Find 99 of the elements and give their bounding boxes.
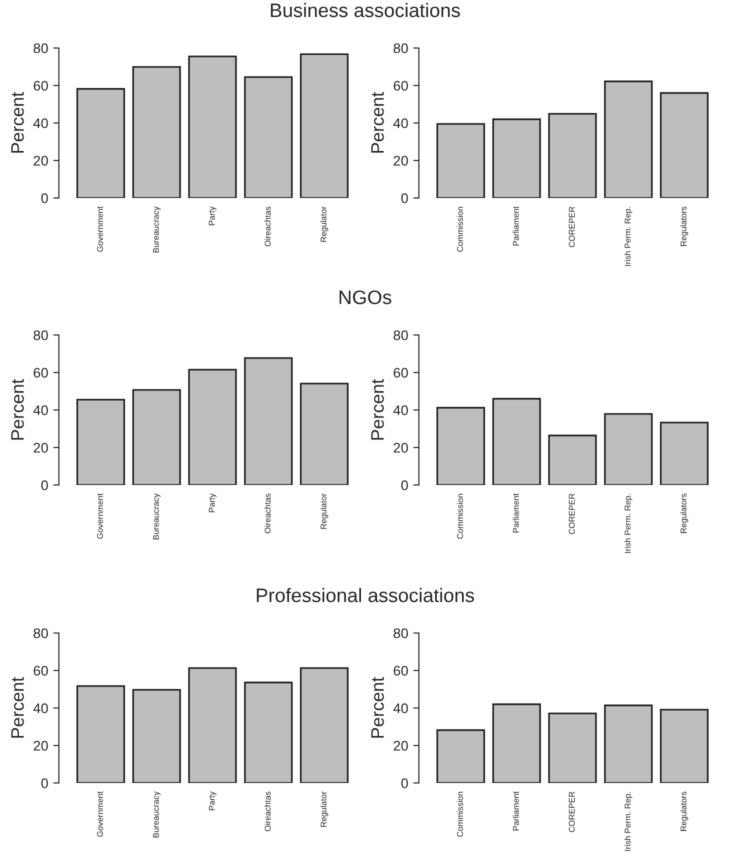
bar bbox=[548, 434, 597, 485]
x-tick-label: Party bbox=[208, 791, 216, 810]
y-tick-label: 40 bbox=[393, 703, 408, 714]
bar bbox=[492, 398, 541, 485]
x-tick-label: Regulators bbox=[680, 494, 688, 533]
bar bbox=[76, 88, 126, 198]
y-tick-label: 20 bbox=[34, 156, 48, 166]
y-tick-label: 20 bbox=[394, 740, 408, 751]
x-tick-label: Government bbox=[97, 493, 103, 539]
bar bbox=[76, 398, 126, 485]
bar bbox=[660, 708, 709, 783]
bar bbox=[660, 422, 709, 485]
bar bbox=[188, 56, 237, 198]
bar bbox=[436, 406, 486, 485]
y-tick-label: 40 bbox=[393, 118, 408, 128]
y-tick-label: 0 bbox=[401, 193, 408, 204]
bar bbox=[548, 112, 597, 198]
y-tick-label: 60 bbox=[394, 666, 408, 676]
bar bbox=[436, 729, 486, 783]
y-tick-label: 40 bbox=[33, 703, 48, 714]
y-tick-label: 0 bbox=[401, 480, 408, 490]
bar bbox=[188, 368, 237, 485]
x-tick-label: Oireachtas bbox=[264, 792, 271, 832]
x-tick-label: Bureaucracy bbox=[153, 206, 160, 252]
x-tick-label: Commission bbox=[456, 206, 463, 252]
bar bbox=[492, 703, 541, 783]
y-tick-label: 60 bbox=[34, 666, 48, 676]
bar bbox=[436, 123, 486, 198]
chart-title: NGOs bbox=[340, 290, 392, 304]
x-tick-label: Parliament bbox=[512, 206, 519, 246]
x-tick-label: Commission bbox=[456, 792, 463, 837]
bar bbox=[492, 118, 541, 198]
x-tick-label: Regulator bbox=[320, 791, 328, 827]
y-tick-label: 0 bbox=[41, 193, 48, 204]
y-tick-label: 0 bbox=[401, 778, 408, 788]
x-tick-label: COREPER bbox=[568, 494, 575, 534]
bar bbox=[604, 80, 653, 198]
x-tick-label: Regulators bbox=[680, 792, 688, 831]
x-tick-label: Bureaucracy bbox=[153, 791, 160, 838]
y-tick-label: 0 bbox=[41, 480, 48, 490]
bar bbox=[132, 66, 181, 198]
bar bbox=[132, 688, 181, 783]
y-tick-label: 80 bbox=[394, 43, 408, 54]
y-tick-label: 60 bbox=[394, 80, 408, 91]
y-axis-title: Percent bbox=[371, 379, 384, 440]
bar bbox=[604, 413, 653, 485]
y-tick-label: 20 bbox=[394, 442, 408, 453]
bar bbox=[548, 712, 597, 783]
x-tick-label: Bureaucracy bbox=[153, 493, 160, 540]
x-tick-label: COREPER bbox=[568, 206, 575, 248]
y-axis-title: Percent bbox=[11, 379, 24, 440]
x-tick-label: Commission bbox=[456, 494, 463, 539]
x-tick-label: COREPER bbox=[568, 792, 575, 832]
y-tick-label: 20 bbox=[34, 442, 48, 453]
x-tick-label: Party bbox=[208, 493, 216, 512]
bar bbox=[188, 667, 237, 783]
y-tick-label: 0 bbox=[41, 778, 48, 788]
x-tick-label: Irish Perm. Rep. bbox=[624, 792, 632, 851]
x-tick-label: Party bbox=[208, 206, 216, 226]
y-tick-label: 60 bbox=[34, 368, 48, 378]
bar bbox=[660, 92, 709, 198]
x-tick-label: Irish Perm. Rep. bbox=[624, 207, 632, 266]
x-tick-label: Government bbox=[97, 206, 103, 252]
x-tick-label: Regulators bbox=[680, 206, 688, 246]
x-tick-label: Parliament bbox=[512, 791, 519, 830]
y-tick-label: 80 bbox=[394, 330, 408, 340]
x-tick-label: Oireachtas bbox=[264, 494, 271, 534]
bar bbox=[132, 389, 181, 485]
y-axis-title: Percent bbox=[371, 677, 384, 738]
x-tick-label: Irish Perm. Rep. bbox=[624, 494, 632, 553]
y-tick-label: 20 bbox=[394, 156, 408, 166]
y-tick-label: 80 bbox=[34, 330, 48, 340]
y-tick-label: 40 bbox=[33, 118, 48, 128]
y-tick-label: 40 bbox=[33, 405, 48, 416]
bar bbox=[244, 76, 293, 198]
x-tick-label: Regulator bbox=[320, 206, 328, 242]
x-tick-label: Government bbox=[97, 791, 103, 837]
chart-title: Business associations bbox=[270, 2, 460, 18]
bar bbox=[244, 682, 293, 783]
x-tick-label: Parliament bbox=[512, 493, 519, 532]
bar bbox=[300, 382, 349, 485]
y-axis-title: Percent bbox=[11, 92, 24, 153]
x-tick-label: Regulator bbox=[320, 493, 328, 529]
y-tick-label: 80 bbox=[394, 628, 408, 638]
y-axis-title: Percent bbox=[371, 92, 384, 153]
bar bbox=[300, 667, 349, 783]
y-tick-label: 60 bbox=[34, 80, 48, 91]
bar bbox=[300, 53, 349, 198]
x-tick-label: Oireachtas bbox=[264, 206, 271, 246]
y-tick-label: 40 bbox=[393, 405, 408, 416]
y-tick-label: 80 bbox=[34, 43, 48, 54]
bar bbox=[244, 357, 293, 485]
bar bbox=[604, 704, 653, 783]
chart-title: Professional associations bbox=[256, 588, 474, 602]
y-tick-label: 80 bbox=[34, 628, 48, 638]
y-axis-title: Percent bbox=[11, 677, 24, 738]
bar bbox=[76, 685, 126, 783]
y-tick-label: 60 bbox=[394, 368, 408, 378]
y-tick-label: 20 bbox=[34, 740, 48, 751]
